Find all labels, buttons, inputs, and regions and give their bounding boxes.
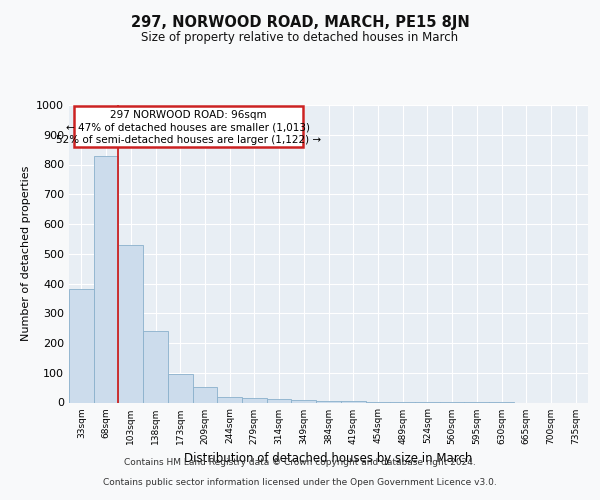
Text: 297, NORWOOD ROAD, MARCH, PE15 8JN: 297, NORWOOD ROAD, MARCH, PE15 8JN	[131, 15, 469, 30]
Text: Contains public sector information licensed under the Open Government Licence v3: Contains public sector information licen…	[103, 478, 497, 487]
Bar	[292, 400, 316, 402]
Bar	[118, 245, 143, 402]
Bar	[217, 396, 242, 402]
Text: 297 NORWOOD ROAD: 96sqm: 297 NORWOOD ROAD: 96sqm	[110, 110, 266, 120]
Text: ← 47% of detached houses are smaller (1,013): ← 47% of detached houses are smaller (1,…	[67, 123, 310, 133]
FancyBboxPatch shape	[74, 106, 302, 146]
Text: Size of property relative to detached houses in March: Size of property relative to detached ho…	[142, 31, 458, 44]
Bar	[69, 289, 94, 403]
Text: Contains HM Land Registry data © Crown copyright and database right 2024.: Contains HM Land Registry data © Crown c…	[124, 458, 476, 467]
X-axis label: Distribution of detached houses by size in March: Distribution of detached houses by size …	[184, 452, 473, 465]
Y-axis label: Number of detached properties: Number of detached properties	[20, 166, 31, 342]
Text: 52% of semi-detached houses are larger (1,122) →: 52% of semi-detached houses are larger (…	[56, 135, 321, 145]
Bar	[242, 398, 267, 402]
Bar	[267, 399, 292, 402]
Bar	[316, 401, 341, 402]
Bar	[94, 156, 118, 402]
Bar	[193, 387, 217, 402]
Bar	[168, 374, 193, 402]
Bar	[143, 331, 168, 402]
